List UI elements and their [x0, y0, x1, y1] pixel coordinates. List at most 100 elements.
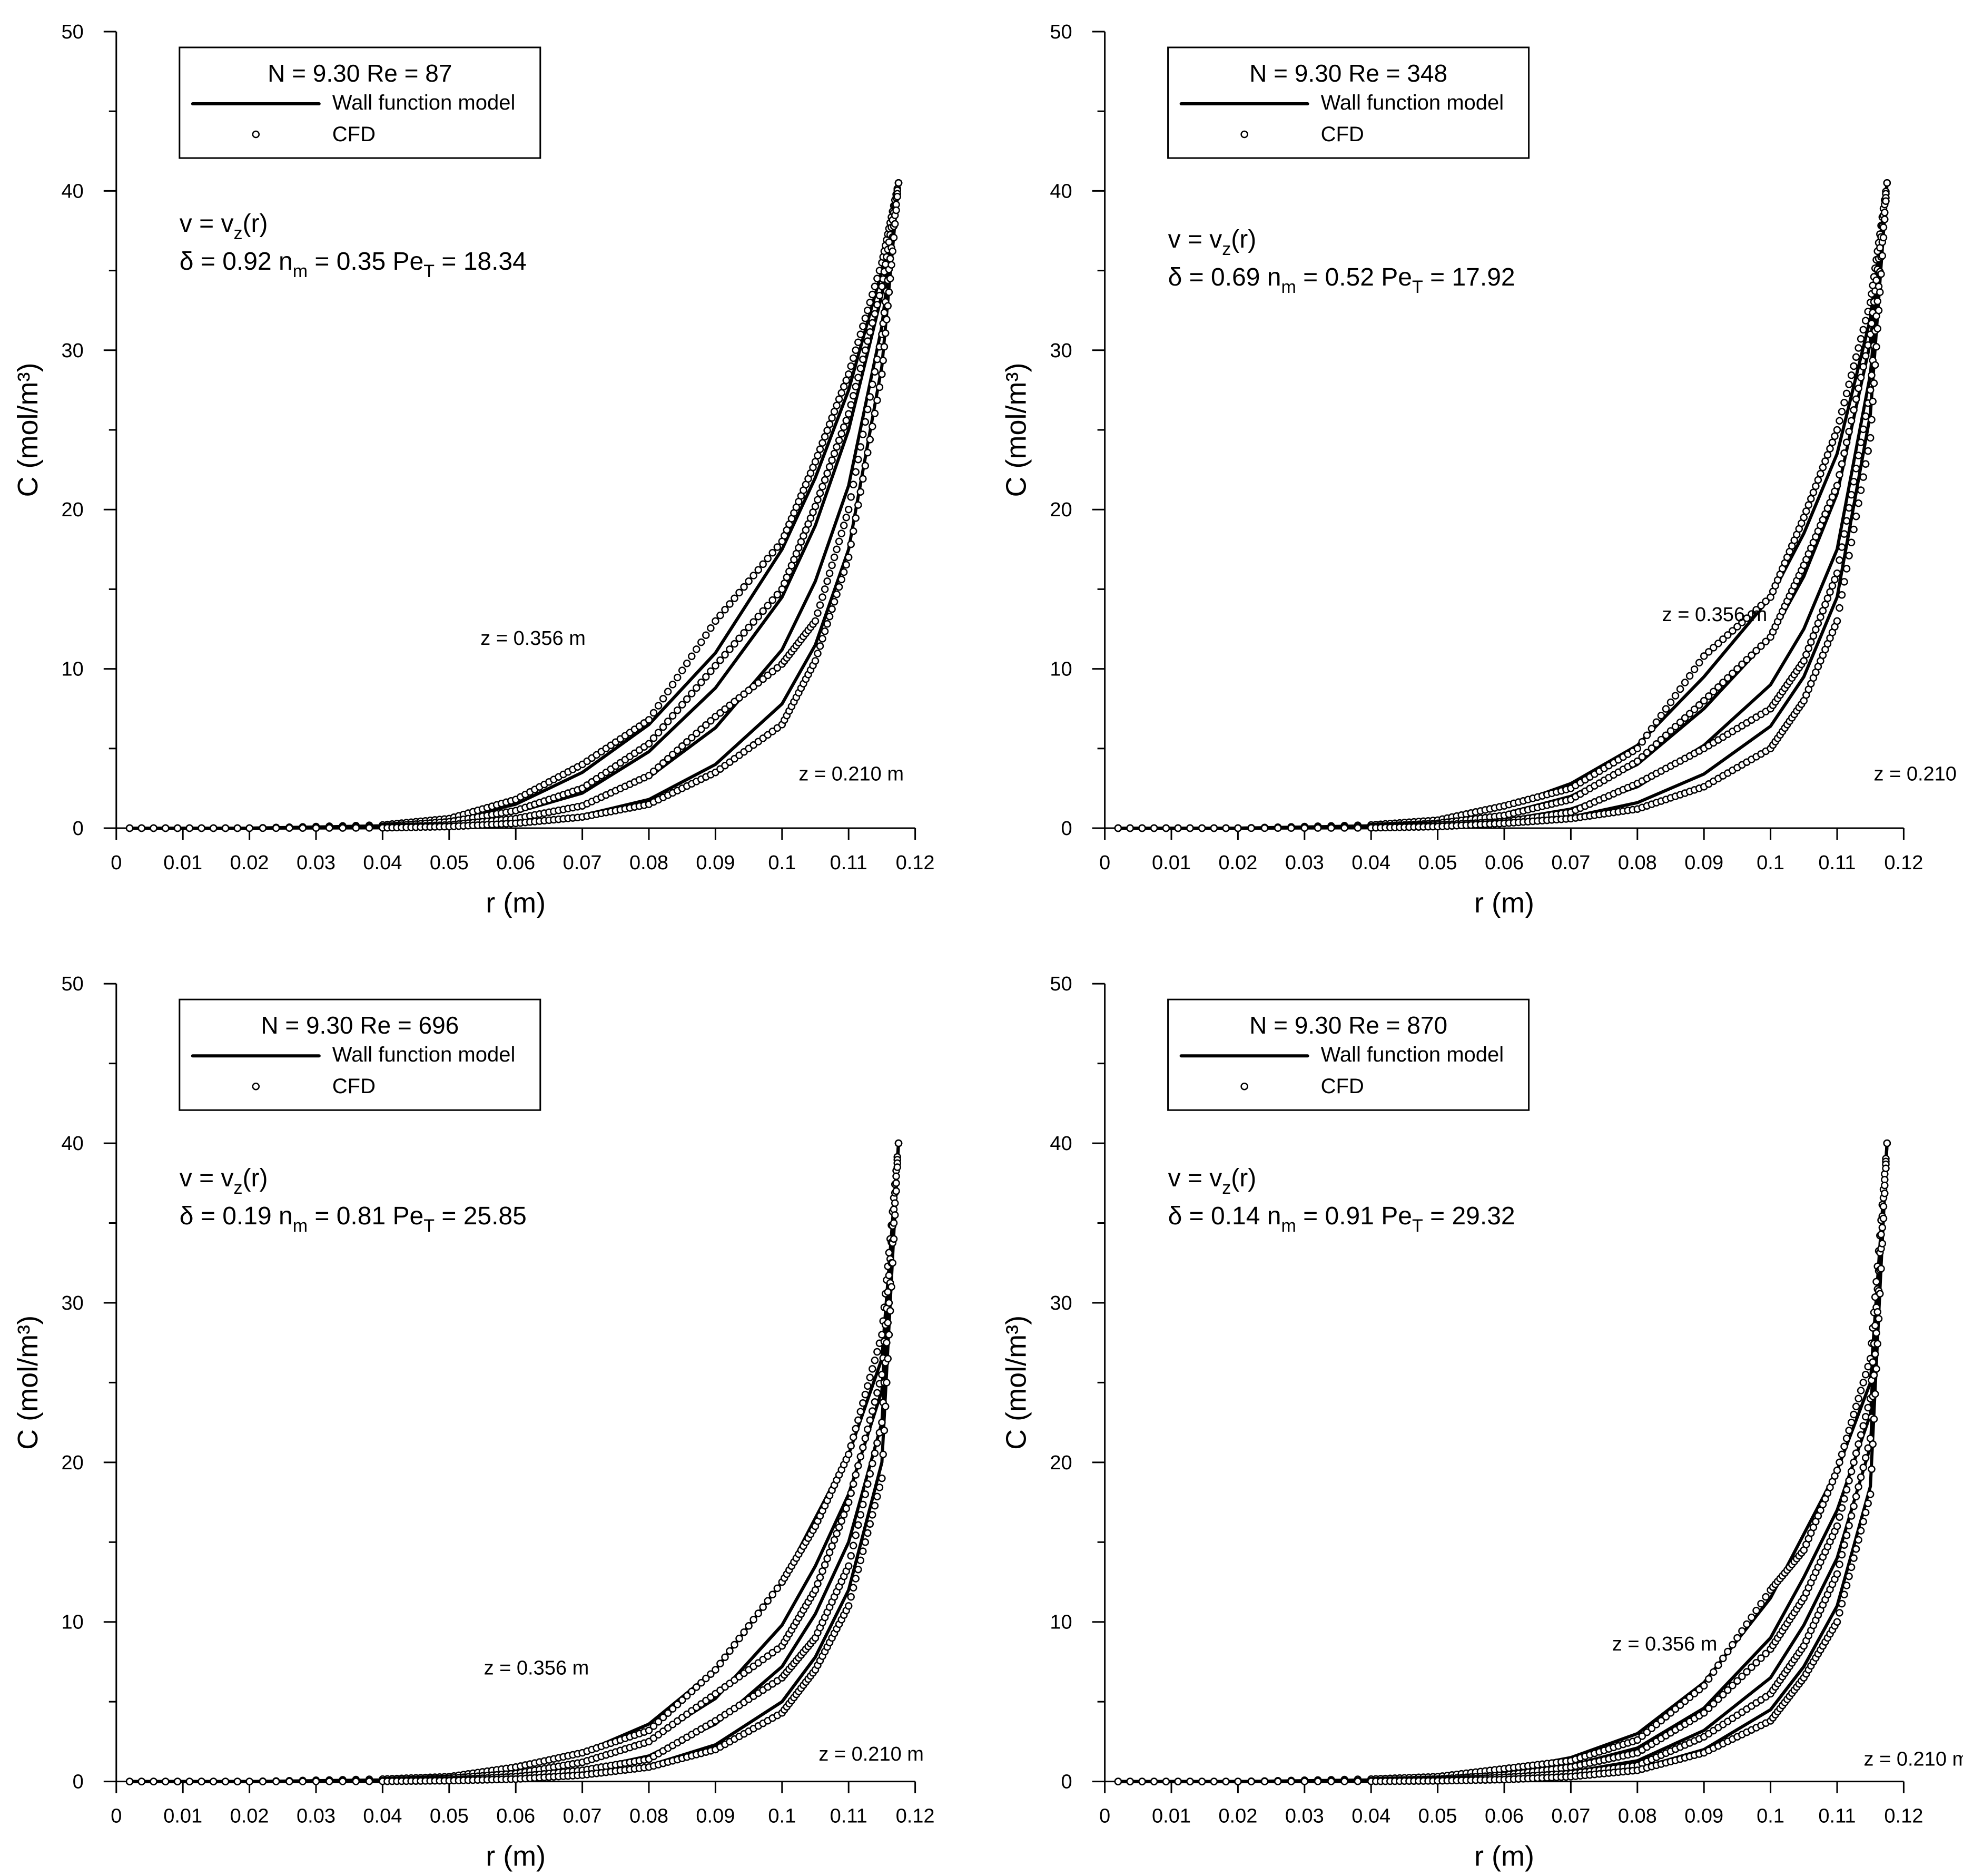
cfd-point — [1872, 1278, 1880, 1286]
x-tick-label: 0.1 — [1757, 852, 1784, 874]
cfd-point — [678, 701, 686, 709]
cfd-point — [1855, 451, 1862, 459]
x-tick-label: 0.08 — [1618, 852, 1657, 874]
cfd-point — [693, 1683, 701, 1691]
cfd-point — [833, 443, 841, 451]
cfd-point — [707, 1670, 715, 1678]
cfd-point — [1852, 395, 1860, 403]
cfd-point — [659, 694, 667, 703]
x-tick-label: 0.11 — [1818, 852, 1856, 874]
cfd-point — [861, 418, 870, 426]
cfd-point — [871, 282, 879, 291]
x-tick-label: 0.03 — [297, 852, 336, 874]
cfd-point — [1666, 698, 1675, 706]
x-tick-label: 0.12 — [1884, 1805, 1923, 1828]
cfd-point — [849, 1433, 857, 1441]
cfd-point — [1700, 1709, 1708, 1717]
cfd-point — [1652, 718, 1661, 726]
cfd-point — [880, 309, 889, 317]
cfd-point — [1883, 1139, 1891, 1147]
cfd-point — [1743, 614, 1751, 622]
cfd-point — [844, 505, 853, 514]
x-tick-label: 0.04 — [363, 1805, 402, 1828]
cfd-point — [854, 1416, 862, 1425]
cfd-point — [1852, 512, 1860, 520]
cfd-point — [1162, 1777, 1170, 1785]
legend-cfd-label: CFD — [1321, 123, 1364, 146]
cfd-point — [1300, 824, 1309, 832]
cfd-point — [1850, 1458, 1858, 1467]
cfd-point — [864, 1480, 872, 1488]
cfd-point — [726, 645, 734, 653]
cfd-point — [864, 1425, 872, 1433]
cfd-point — [861, 315, 870, 322]
legend: N = 9.30 Re = 696 Wall function model CFD — [179, 998, 541, 1111]
cfd-point — [842, 1505, 850, 1512]
cfd-point — [869, 423, 876, 430]
cfd-point — [1314, 824, 1322, 832]
cfd-point — [1852, 1449, 1860, 1457]
cfd-point — [668, 1705, 677, 1713]
cfd-point — [864, 306, 872, 315]
cfd-point — [654, 729, 663, 736]
cfd-point — [854, 374, 862, 381]
cfd-point — [871, 409, 879, 417]
cfd-point — [702, 1674, 710, 1683]
cfd-point — [847, 1489, 855, 1497]
cfd-point — [1812, 625, 1820, 634]
cfd-point — [1814, 476, 1822, 484]
cfd-point — [325, 1777, 333, 1785]
model-series-4 — [128, 181, 900, 830]
cfd-point — [1857, 1431, 1865, 1439]
cfd-point — [1870, 1415, 1878, 1423]
cfd-point — [1859, 425, 1867, 434]
cfd-point — [866, 436, 874, 444]
y-tick-label: 30 — [1050, 340, 1072, 362]
cfd-point — [884, 1288, 892, 1296]
cfd-point — [645, 740, 653, 748]
cfd-series-2 — [125, 179, 903, 832]
cfd-point — [649, 1722, 658, 1730]
cfd-point — [1872, 343, 1880, 351]
cfd-point — [835, 537, 843, 545]
cfd-point — [1868, 319, 1876, 328]
cfd-point — [697, 725, 705, 733]
cfd-point — [745, 1622, 753, 1630]
x-tick-label: 0.05 — [430, 1805, 469, 1828]
cfd-point — [339, 824, 347, 832]
cfd-point — [837, 430, 845, 438]
legend-title: N = 9.30 Re = 87 — [268, 60, 452, 87]
cfd-point — [825, 420, 834, 428]
cfd-point — [1757, 1654, 1765, 1662]
x-tick-label: 0.1 — [768, 852, 796, 874]
cfd-point — [749, 618, 757, 626]
cfd-point — [1845, 1572, 1853, 1580]
cfd-point — [1809, 632, 1818, 640]
cfd-point — [1845, 504, 1853, 512]
cfd-point — [1666, 727, 1675, 735]
cfd-point — [849, 1541, 857, 1550]
cfd-point — [885, 1331, 893, 1339]
y-tick-label: 10 — [62, 1612, 84, 1634]
cfd-point — [1695, 659, 1703, 667]
cfd-point — [880, 1427, 889, 1435]
cfd-point — [892, 1187, 900, 1195]
cfd-point — [866, 1520, 874, 1528]
cfd-point — [173, 1777, 182, 1785]
cfd-point — [654, 702, 663, 710]
cfd-point — [1852, 1492, 1860, 1500]
cfd-point — [1757, 602, 1765, 610]
cfd-point — [693, 645, 701, 653]
cfd-point — [1652, 1721, 1661, 1728]
cfd-point — [854, 338, 862, 346]
legend-dot-swatch — [1240, 1082, 1248, 1091]
cfd-point — [312, 824, 320, 832]
cfd-point — [649, 767, 658, 775]
cfd-point — [880, 343, 889, 351]
cfd-point — [1690, 665, 1699, 673]
cfd-point — [1210, 824, 1218, 832]
cfd-point — [1724, 1647, 1732, 1656]
cfd-point — [1868, 1465, 1876, 1474]
cfd-point — [883, 1379, 891, 1387]
cfd-point — [844, 1602, 853, 1610]
